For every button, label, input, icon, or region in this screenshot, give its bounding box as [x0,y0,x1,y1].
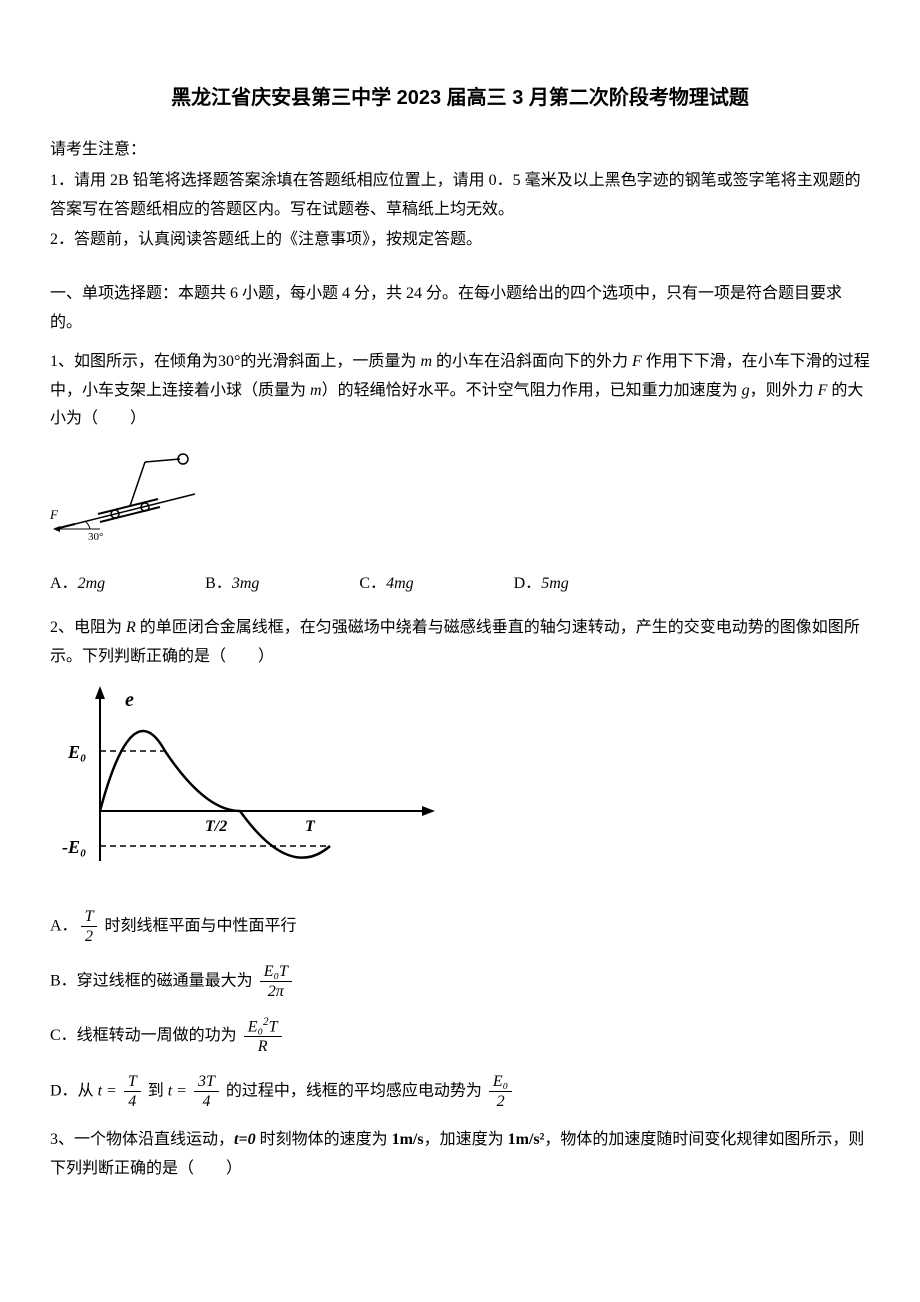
q2-d-frac1: T4 [124,1072,141,1111]
q2-a-text: 时刻线框平面与中性面平行 [100,918,296,935]
q2-d-num: E₀ [489,1072,512,1092]
q1-b-label: B． [205,575,232,592]
q1-figure: F 30° [50,444,870,555]
q1-F: F [632,353,642,370]
q2-b-frac: E₀T2π [260,962,292,1001]
q1-option-a: A．2mg [50,570,105,599]
q2-d-t2num: 3T [194,1072,219,1092]
q1-text: 1、如图所示，在倾角为30°的光滑斜面上，一质量为 m 的小车在沿斜面向下的外力… [50,348,870,434]
q3-text: 3、一个物体沿直线运动，t=0 时刻物体的速度为 1m/s，加速度为 1m/s²… [50,1126,870,1184]
q1-c-val: 4mg [386,575,414,592]
q2-fig-e0-pos: E₀ [67,742,86,762]
q1-angle: 30° [218,353,240,370]
q2-d-den: 2 [489,1092,512,1111]
q1-d-val: 5mg [541,575,569,592]
q2-d-frac2: 3T4 [194,1072,219,1111]
q3-p2: 时刻物体的速度为 [256,1131,392,1148]
q3-p3: ，加速度为 [424,1131,508,1148]
q2-c-frac: E₀2TR [244,1016,282,1057]
exam-title: 黑龙江省庆安县第三中学 2023 届高三 3 月第二次阶段考物理试题 [50,80,870,116]
q2-d-t2den: 4 [194,1092,219,1111]
q1-fig-F-label: F [50,507,59,522]
q2-option-d: D．从 t = T4 到 t = 3T4 的过程中，线框的平均感应电动势为 E₀… [50,1072,870,1111]
q2-a-den: 2 [81,927,98,946]
q1-p3: 的小车在沿斜面向下的外力 [432,353,632,370]
q3-t0: t=0 [234,1131,256,1148]
instruction-2: 2．答题前，认真阅读答题纸上的《注意事项》，按规定答题。 [50,226,870,255]
q2-p1: 2、电阻为 [50,619,126,636]
q2-d-text: 的过程中，线框的平均感应电动势为 [222,1082,486,1099]
q2-b-num: E₀T [260,962,292,982]
q2-c-den: R [244,1037,282,1056]
q2-d-t2eq: t = [168,1082,191,1099]
question-2: 2、电阻为 R 的单匝闭合金属线框，在匀强磁场中绕着与磁感线垂直的轴匀速转动，产… [50,614,870,1111]
q1-option-b: B．3mg [205,570,259,599]
q1-g: g [742,382,750,399]
question-1: 1、如图所示，在倾角为30°的光滑斜面上，一质量为 m 的小车在沿斜面向下的外力… [50,348,870,599]
q2-d-label: D．从 [50,1082,98,1099]
q1-p1: 1、如图所示，在倾角为 [50,353,218,370]
q2-b-label: B．穿过线框的磁通量最大为 [50,972,257,989]
q1-m2: m [310,382,322,399]
q1-p6: ，则外力 [750,382,818,399]
q1-b-val: 3mg [232,575,260,592]
q1-fig-angle-label: 30° [88,531,103,543]
q1-a-label: A． [50,575,78,592]
q1-F2: F [818,382,828,399]
q2-c-t: T [269,1018,278,1035]
q1-a-val: 2mg [78,575,106,592]
q2-d-t1num: T [124,1072,141,1092]
q1-option-c: C．4mg [359,570,413,599]
q2-p2: 的单匝闭合金属线框，在匀强磁场中绕着与磁感线垂直的轴匀速转动，产生的交变电动势的… [50,619,860,665]
q1-option-d: D．5mg [514,570,569,599]
q2-figure: e E₀ -E₀ T/2 T [50,681,870,892]
q2-option-b: B．穿过线框的磁通量最大为 E₀T2π [50,962,870,1001]
q2-d-to: 到 [144,1082,168,1099]
q1-options: A．2mg B．3mg C．4mg D．5mg [50,570,870,599]
q3-v: 1m/s [392,1131,424,1148]
q2-b-den: 2π [260,982,292,1001]
q2-a-num: T [81,907,98,927]
q2-c-num: E₀2T [244,1016,282,1038]
q2-fig-y-label: e [125,689,134,711]
q3-a: 1m/s² [508,1131,545,1148]
q2-c-label: C．线框转动一周做的功为 [50,1027,241,1044]
q2-R: R [126,619,136,636]
q2-fig-t-full: T [305,818,316,835]
q2-d-frac3: E₀2 [489,1072,512,1111]
q1-m1: m [420,353,432,370]
q3-p1: 3、一个物体沿直线运动， [50,1131,234,1148]
q2-d-t1eq: t = [98,1082,121,1099]
q2-a-label: A． [50,918,78,935]
q1-c-label: C． [359,575,386,592]
instruction-1: 1．请用 2B 铅笔将选择题答案涂填在答题纸相应位置上，请用 0．5 毫米及以上… [50,167,870,225]
instructions-block: 请考生注意： 1．请用 2B 铅笔将选择题答案涂填在答题纸相应位置上，请用 0．… [50,136,870,255]
q2-a-frac: T2 [81,907,98,946]
q2-option-a: A．T2 时刻线框平面与中性面平行 [50,907,870,946]
q1-p2: 的光滑斜面上，一质量为 [240,353,420,370]
q1-p5: ）的轻绳恰好水平。不计空气阻力作用，已知重力加速度为 [322,382,742,399]
q1-d-label: D． [514,575,542,592]
instructions-header: 请考生注意： [50,136,870,165]
q2-option-c: C．线框转动一周做的功为 E₀2TR [50,1016,870,1057]
section-1-header: 一、单项选择题：本题共 6 小题，每小题 4 分，共 24 分。在每小题给出的四… [50,280,870,338]
q2-fig-t-half: T/2 [205,818,227,835]
q2-d-t1den: 4 [124,1092,141,1111]
q2-text: 2、电阻为 R 的单匝闭合金属线框，在匀强磁场中绕着与磁感线垂直的轴匀速转动，产… [50,614,870,672]
q2-c-e0: E₀ [248,1018,263,1035]
q2-fig-e0-neg: -E₀ [62,837,86,857]
question-3: 3、一个物体沿直线运动，t=0 时刻物体的速度为 1m/s，加速度为 1m/s²… [50,1126,870,1184]
